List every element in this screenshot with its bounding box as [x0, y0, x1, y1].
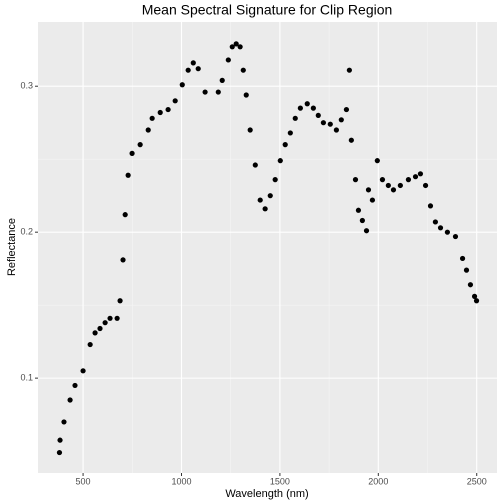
point: [125, 172, 131, 178]
chart-title: Mean Spectral Signature for Clip Region: [142, 2, 393, 18]
point: [405, 177, 412, 183]
point: [304, 101, 310, 107]
point: [219, 77, 225, 83]
point: [473, 298, 480, 304]
point: [67, 397, 73, 403]
point: [57, 437, 63, 443]
point: [215, 89, 221, 95]
point: [97, 325, 103, 332]
point: [107, 315, 113, 321]
y-axis-title: Reflectance: [6, 218, 18, 276]
point: [72, 382, 78, 389]
point: [185, 67, 191, 73]
point: [277, 158, 283, 164]
point: [365, 187, 372, 193]
point: [338, 117, 344, 123]
point: [247, 127, 253, 133]
point: [422, 182, 429, 189]
point: [343, 106, 350, 113]
point: [252, 162, 258, 168]
point: [195, 66, 201, 72]
point: [87, 341, 93, 348]
point: [297, 105, 303, 111]
point: [459, 255, 466, 262]
point: [471, 293, 478, 299]
point: [412, 174, 419, 180]
x-tick-label: 500: [76, 476, 91, 486]
point: [346, 67, 352, 73]
point: [179, 82, 185, 88]
point: [229, 44, 235, 50]
point: [282, 142, 288, 148]
point: [172, 98, 178, 104]
point: [56, 449, 63, 456]
point: [240, 67, 246, 73]
point: [243, 92, 249, 98]
point: [137, 142, 143, 148]
y-tick-label: 0.2: [20, 227, 33, 237]
point: [61, 419, 67, 425]
point: [379, 177, 386, 183]
point: [355, 207, 362, 213]
x-tick-label: 1500: [270, 476, 290, 486]
point: [237, 44, 243, 50]
point: [225, 57, 231, 63]
point: [463, 267, 470, 273]
point: [165, 106, 171, 113]
point: [315, 112, 321, 119]
point: [122, 212, 128, 218]
x-axis-title: Wavelength (nm): [225, 488, 308, 500]
point: [267, 193, 273, 199]
point: [352, 177, 359, 183]
point: [467, 282, 474, 288]
point: [262, 206, 268, 212]
point: [452, 233, 459, 240]
point: [427, 203, 434, 209]
point: [129, 150, 135, 156]
x-tick-label: 2500: [467, 476, 487, 486]
point: [92, 330, 98, 336]
point: [190, 60, 196, 66]
point: [444, 229, 450, 235]
y-tick-label: 0.1: [20, 373, 33, 383]
point: [363, 228, 370, 234]
point: [202, 89, 208, 95]
point: [272, 177, 278, 183]
point: [292, 115, 298, 121]
point: [149, 115, 155, 121]
point: [417, 171, 424, 177]
point: [385, 182, 391, 189]
point: [257, 197, 263, 203]
point: [320, 120, 326, 126]
point: [359, 217, 365, 224]
point: [310, 105, 316, 111]
x-tick-label: 2000: [368, 476, 388, 486]
point: [397, 182, 403, 189]
point: [157, 109, 163, 116]
point: [369, 197, 376, 203]
point: [117, 298, 123, 304]
point: [348, 137, 354, 143]
point: [437, 225, 444, 231]
point: [327, 121, 333, 127]
point: [374, 158, 380, 164]
point: [233, 41, 239, 47]
point: [102, 320, 108, 326]
point: [287, 130, 293, 136]
point: [145, 127, 151, 133]
point: [390, 187, 397, 193]
point: [432, 219, 438, 225]
point: [333, 127, 339, 133]
point: [114, 315, 120, 321]
point: [120, 257, 126, 263]
point: [80, 368, 86, 374]
x-tick-label: 1000: [171, 476, 191, 486]
y-tick-label: 0.3: [20, 81, 33, 91]
panel: [38, 22, 497, 473]
